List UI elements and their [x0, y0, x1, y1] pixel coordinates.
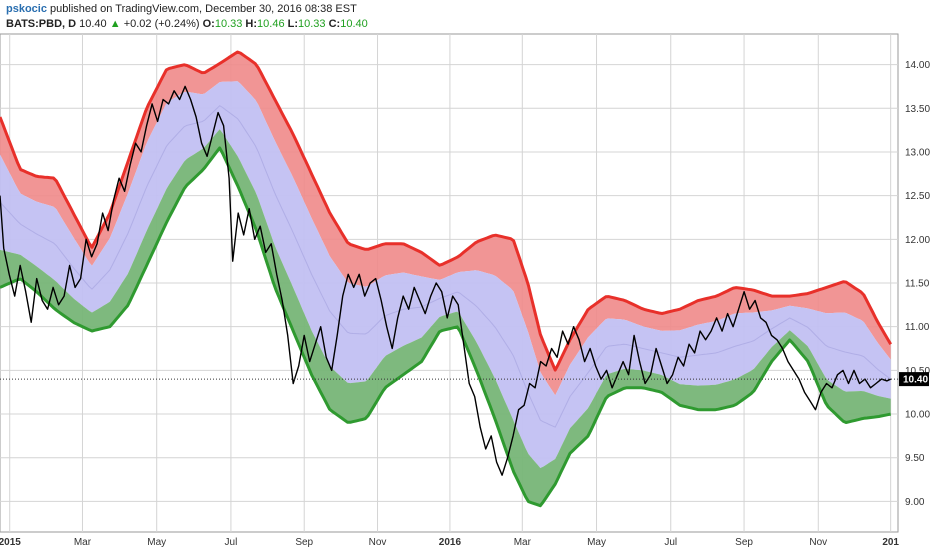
x-tick-label: 2016	[439, 537, 462, 548]
x-tick-label: 2015	[0, 537, 21, 548]
chart-header: pskocic published on TradingView.com, De…	[6, 2, 906, 32]
y-tick-label: 9.50	[905, 453, 925, 464]
symbol-label: BATS:PBD, D	[6, 18, 77, 30]
ohlc-line: BATS:PBD, D 10.40 ▲ +0.02 (+0.24%) O:10.…	[6, 17, 906, 32]
up-arrow-icon: ▲	[109, 18, 121, 30]
envelope-bands	[0, 52, 891, 506]
price-axis[interactable]: 9.00 9.50 10.00 10.50 11.00 11.50 12.00 12.50 13…	[899, 60, 930, 508]
y-tick-label: 12.00	[905, 235, 930, 246]
middle-band-fill	[0, 81, 891, 469]
basis-line	[0, 105, 891, 428]
publish-line: pskocic published on TradingView.com, De…	[6, 2, 906, 17]
publish-info: published on TradingView.com, December 3…	[50, 3, 357, 15]
last-price: 10.40	[79, 18, 107, 30]
x-tick-label: 201	[882, 537, 899, 548]
low-value: 10.33	[298, 18, 326, 30]
series-lines	[0, 50, 898, 508]
price-line	[0, 85, 892, 476]
current-price-label: 10.40	[903, 375, 928, 386]
high-value: 10.46	[257, 18, 285, 30]
y-tick-label: 10.00	[905, 410, 930, 421]
x-tick-label: Sep	[735, 537, 753, 548]
y-tick-label: 9.00	[905, 497, 925, 508]
current-price-tag	[899, 372, 929, 387]
x-tick-label: Nov	[369, 537, 387, 548]
low-label: L:	[287, 18, 299, 30]
x-tick-label: Mar	[74, 537, 92, 548]
x-tick-label: May	[587, 537, 606, 548]
close-value: 10.40	[340, 18, 368, 30]
y-tick-label: 11.50	[905, 279, 930, 290]
x-tick-label: May	[147, 537, 166, 548]
x-tick-label: Sep	[295, 537, 313, 548]
y-tick-label: 13.50	[905, 104, 930, 115]
y-tick-label: 11.00	[905, 322, 930, 333]
author-link[interactable]: pskocic	[6, 3, 47, 15]
y-tick-label: 14.00	[905, 60, 930, 71]
y-tick-label: 10.50	[905, 366, 930, 377]
price-change: +0.02 (+0.24%)	[123, 18, 200, 30]
high-label: H:	[245, 18, 258, 30]
lower-band-line	[0, 146, 891, 508]
x-tick-label: Mar	[514, 537, 532, 548]
y-tick-label: 13.00	[905, 147, 930, 158]
time-axis[interactable]: 2015 Mar May Jul Sep Nov 2016 Mar May Jul Sep Nov 20…	[0, 537, 899, 548]
open-value: 10.33	[214, 18, 243, 30]
close-label: C:	[328, 18, 341, 30]
open-label: O:	[202, 18, 215, 30]
upper-band-line	[0, 50, 892, 372]
x-tick-label: Jul	[225, 537, 238, 548]
y-tick-label: 12.50	[905, 191, 930, 202]
lower-band-fill	[0, 129, 891, 506]
x-tick-label: Jul	[664, 537, 677, 548]
x-tick-label: Nov	[809, 537, 827, 548]
